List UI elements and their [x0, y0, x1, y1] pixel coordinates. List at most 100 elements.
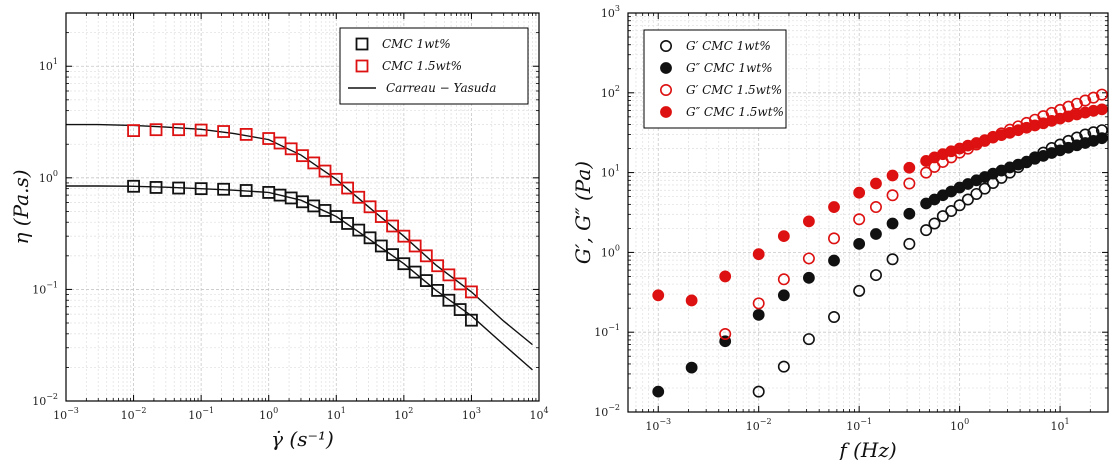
data-point — [363, 200, 377, 214]
data-point — [172, 123, 186, 137]
data-point — [719, 327, 732, 340]
y-tick-label: 103 — [601, 4, 620, 20]
x-tick-label: 104 — [529, 406, 548, 422]
data-point — [329, 210, 343, 223]
data-point — [719, 270, 732, 283]
data-point — [363, 231, 377, 245]
data-point — [408, 239, 422, 253]
x-tick-label: 100 — [950, 417, 969, 433]
data-point — [149, 123, 163, 137]
data-point — [172, 181, 186, 195]
legend-marker — [659, 84, 672, 97]
legend-marker — [659, 39, 672, 52]
data-point — [945, 205, 958, 218]
data-point — [408, 265, 422, 279]
data-point — [903, 237, 916, 250]
legend-box — [339, 27, 529, 105]
data-point — [886, 189, 899, 202]
data-point — [869, 269, 882, 282]
x-tick-label: 10−1 — [846, 417, 872, 433]
x-axis-label: f (Hz) — [837, 438, 896, 460]
data-point — [217, 125, 231, 138]
fit-line-1 — [66, 123, 533, 346]
data-point — [920, 166, 933, 179]
plot-content — [66, 123, 533, 371]
data-point — [194, 123, 208, 137]
data-point — [920, 224, 933, 237]
data-point — [352, 190, 366, 204]
data-point — [903, 161, 916, 174]
data-point — [928, 217, 941, 230]
data-point — [853, 186, 866, 199]
data-point — [652, 385, 665, 398]
y-tick-label: 10−1 — [594, 323, 620, 339]
data-point — [442, 293, 456, 307]
data-point — [752, 297, 765, 310]
data-point — [419, 274, 433, 287]
y-tick-label: 10−2 — [32, 392, 58, 408]
data-point — [465, 313, 478, 327]
data-point — [374, 210, 388, 223]
x-axis-label: γ̇ (s⁻¹) — [271, 427, 334, 451]
y-tick-label: 100 — [39, 169, 58, 185]
data-point — [652, 289, 665, 302]
data-point — [284, 142, 298, 156]
data-point — [149, 181, 163, 194]
data-point — [886, 169, 899, 182]
modulus-chart: 10−3 10−2 10−1 100 101 10−2 10−1 100 101 102 103 f … — [571, 4, 1109, 460]
data-point — [329, 172, 343, 186]
legend-label: CMC 1.5wt% — [382, 59, 462, 73]
data-point — [870, 177, 882, 190]
legend-marker — [660, 106, 672, 118]
data-point — [419, 249, 433, 263]
legend-label: G″ CMC 1.5wt% — [686, 105, 784, 119]
data-point — [127, 124, 140, 137]
data-point — [853, 237, 866, 250]
y-tick-label: 101 — [601, 164, 620, 180]
x-tick-label: 101 — [327, 406, 346, 422]
viscosity-chart: 10−3 10−2 10−1 100 101 102 103 10410−210−110010… — [9, 12, 549, 451]
data-point — [1096, 132, 1108, 145]
y-tick-label: 100 — [601, 243, 620, 259]
x-tick-label: 10−2 — [746, 417, 772, 433]
data-point — [465, 285, 478, 299]
data-point — [431, 283, 445, 297]
legend-label: G″ CMC 1wt% — [686, 61, 772, 75]
data-point — [431, 259, 445, 273]
data-point — [802, 333, 815, 346]
data-point — [296, 149, 309, 163]
data-point — [828, 311, 841, 324]
data-point — [386, 248, 399, 262]
x-tick-label: 10−3 — [53, 406, 79, 422]
data-point — [318, 164, 332, 178]
data-point — [777, 360, 790, 373]
data-point — [453, 303, 467, 316]
data-point — [802, 271, 815, 284]
legend-label: Carreau − Yasuda — [386, 81, 496, 95]
data-point — [853, 213, 866, 226]
data-point — [341, 217, 354, 230]
data-point — [828, 201, 840, 213]
x-tick-label: 101 — [1051, 417, 1070, 433]
data-point — [685, 361, 698, 374]
data-point — [442, 268, 456, 282]
data-point — [802, 215, 815, 228]
legend-marker — [660, 62, 672, 74]
data-point — [828, 254, 840, 267]
data-point — [870, 228, 882, 240]
data-point — [194, 182, 208, 196]
data-point — [777, 273, 790, 286]
data-point — [341, 181, 354, 195]
data-point — [239, 128, 253, 141]
y-tick-label: 10−1 — [32, 280, 58, 296]
data-point — [1079, 94, 1092, 107]
x-tick-label: 10−1 — [188, 406, 214, 422]
data-point — [307, 156, 321, 170]
x-tick-label: 100 — [259, 406, 278, 422]
data-point — [903, 207, 916, 220]
data-point — [777, 230, 790, 243]
data-point — [752, 248, 765, 261]
x-tick-label: 10−2 — [121, 406, 147, 422]
data-point — [961, 193, 974, 206]
